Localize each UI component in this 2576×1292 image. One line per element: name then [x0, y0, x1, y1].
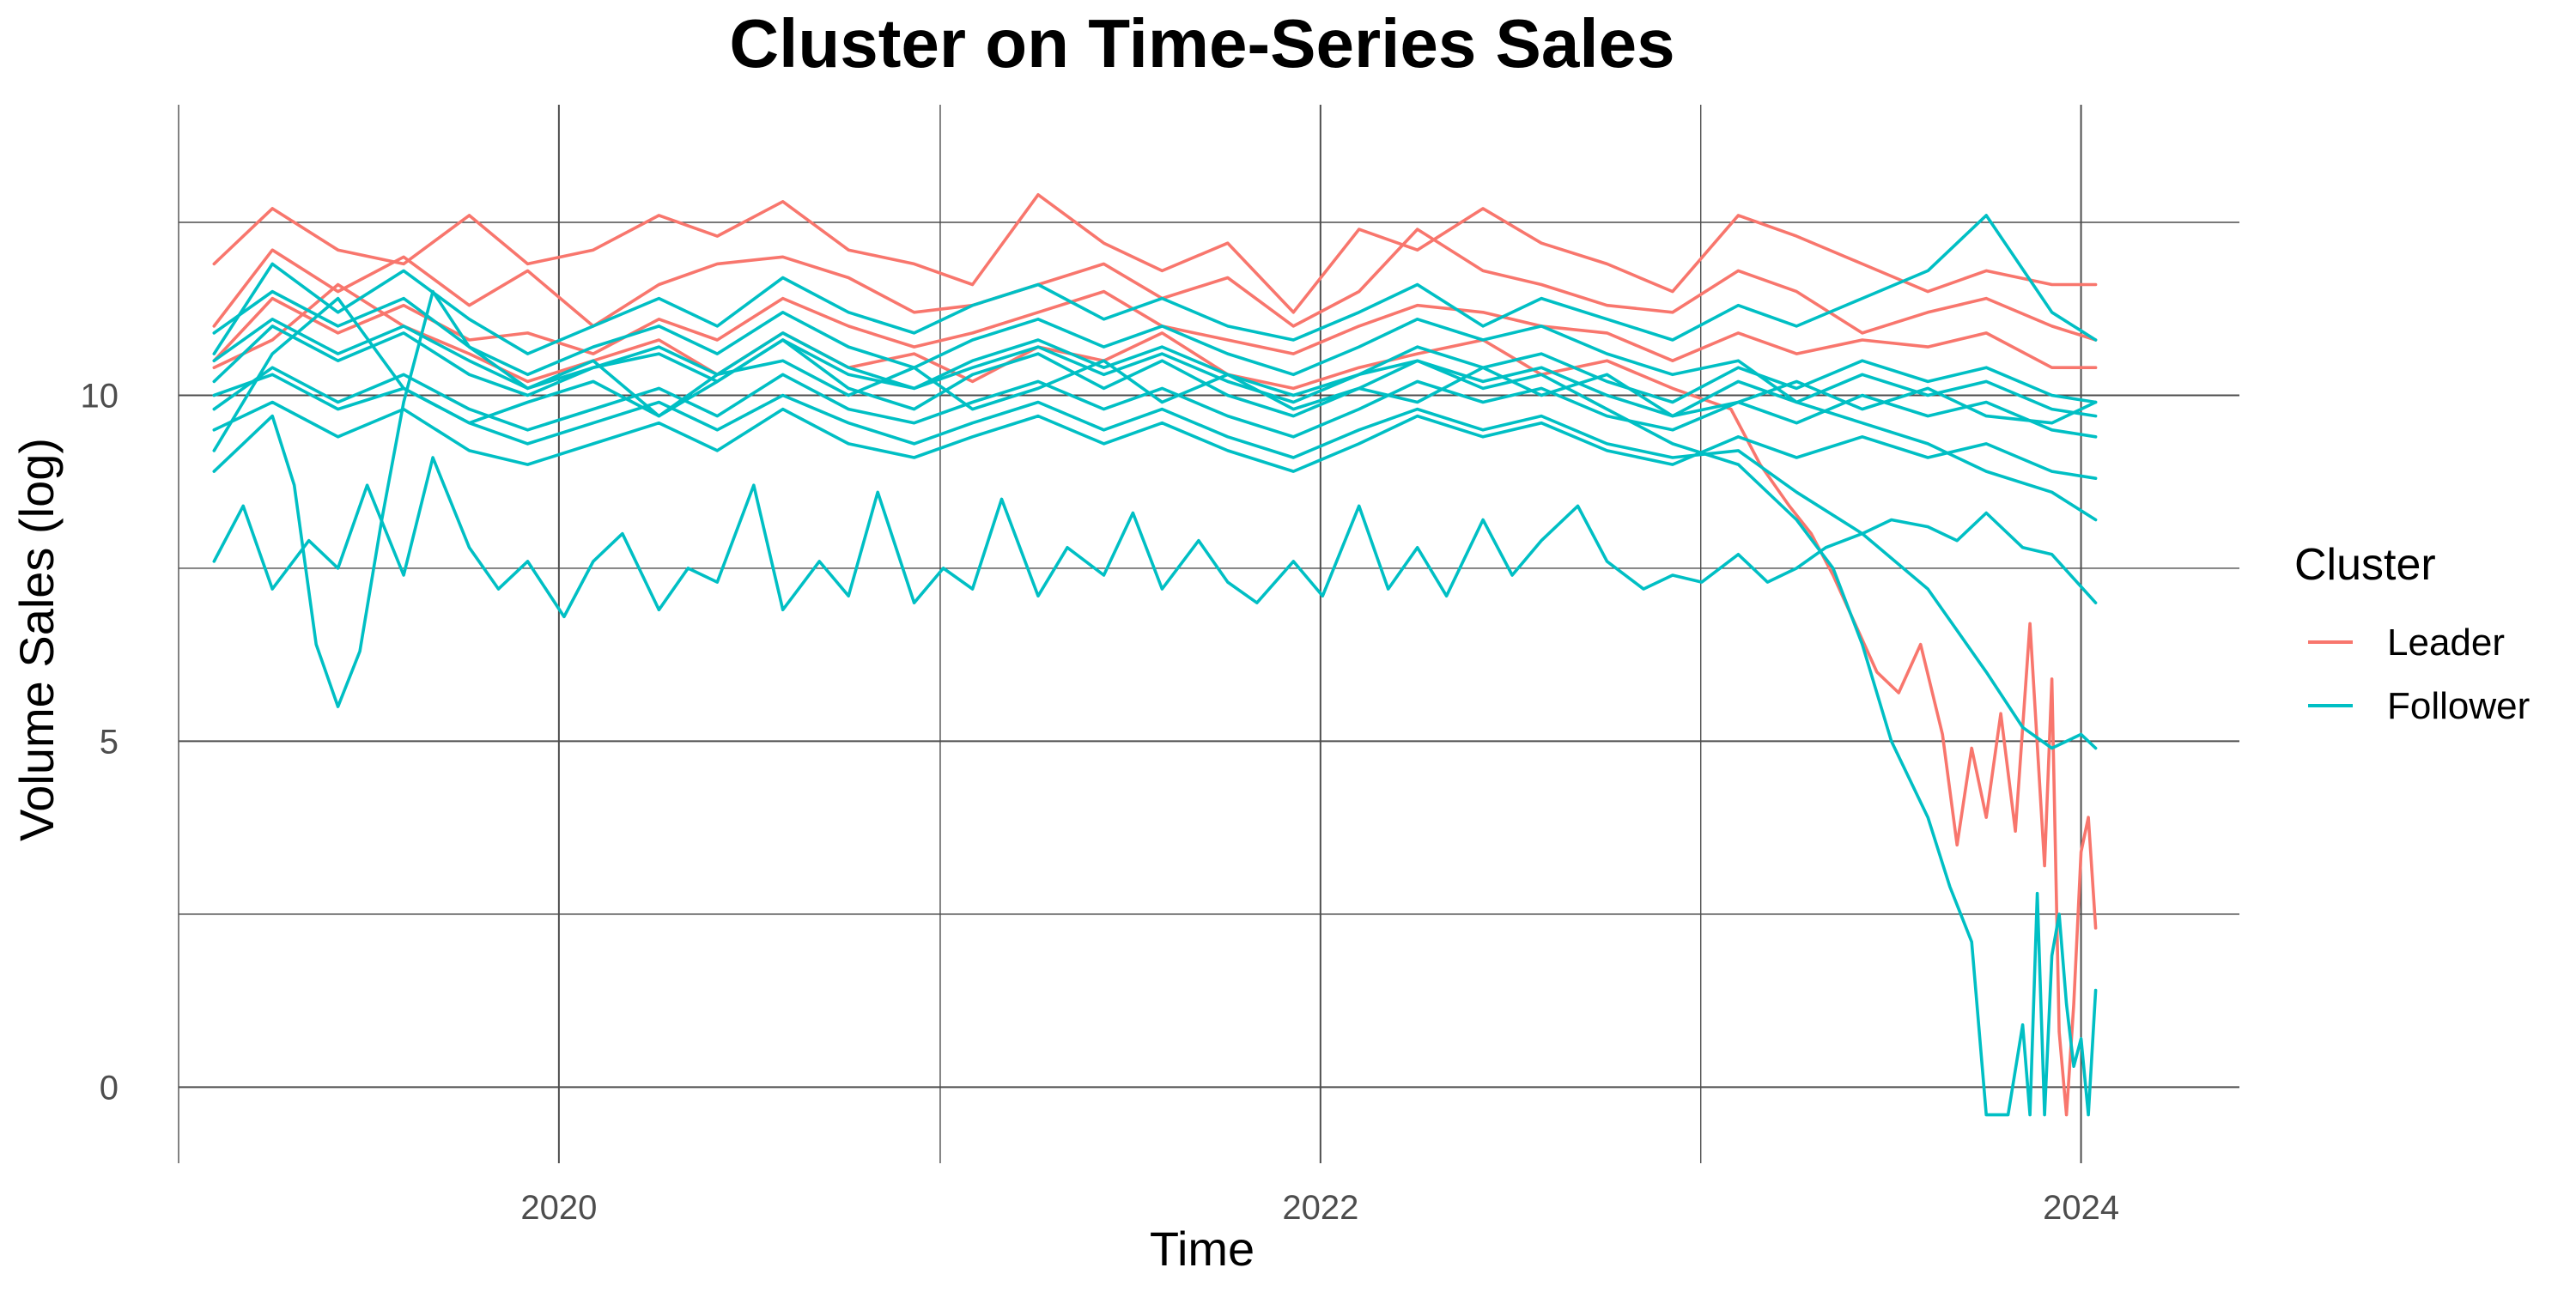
- axes: 0 5 10 2020 2022 2024: [81, 377, 2120, 1227]
- legend-label-follower: Follower: [2387, 685, 2530, 727]
- series-line-follower-8: [212, 400, 2098, 480]
- series-line-follower-7: [212, 366, 2098, 439]
- series-line-follower-6: [212, 325, 2098, 404]
- x-axis-title: Time: [1150, 1222, 1255, 1276]
- legend: Cluster Leader Follower: [2294, 540, 2530, 727]
- y-tick-label: 10: [81, 377, 119, 415]
- series-line-follower-13: [212, 456, 2098, 619]
- chart-title: Cluster on Time-Series Sales: [729, 5, 1674, 82]
- x-tick-label: 2024: [2043, 1189, 2119, 1227]
- series-line-leader-1: [212, 193, 2098, 314]
- series-line-follower-12: [212, 318, 2098, 1117]
- series-line-follower-9: [212, 296, 2098, 452]
- legend-label-leader: Leader: [2387, 622, 2505, 664]
- y-tick-label: 0: [100, 1069, 118, 1107]
- y-tick-label: 5: [100, 723, 118, 761]
- grid: [178, 105, 2239, 1163]
- series-line-follower-10: [212, 289, 2098, 522]
- series-line-follower-5: [212, 214, 2098, 355]
- legend-entries: Leader Follower: [2308, 622, 2530, 727]
- series-line-follower-14: [212, 289, 2098, 708]
- series-lines: [212, 193, 2098, 1117]
- series-line-follower-11: [212, 373, 2098, 750]
- legend-title: Cluster: [2294, 540, 2436, 590]
- x-tick-label: 2022: [1282, 1189, 1358, 1227]
- x-tick-label: 2020: [520, 1189, 597, 1227]
- y-axis-title: Volume Sales (log): [9, 438, 64, 841]
